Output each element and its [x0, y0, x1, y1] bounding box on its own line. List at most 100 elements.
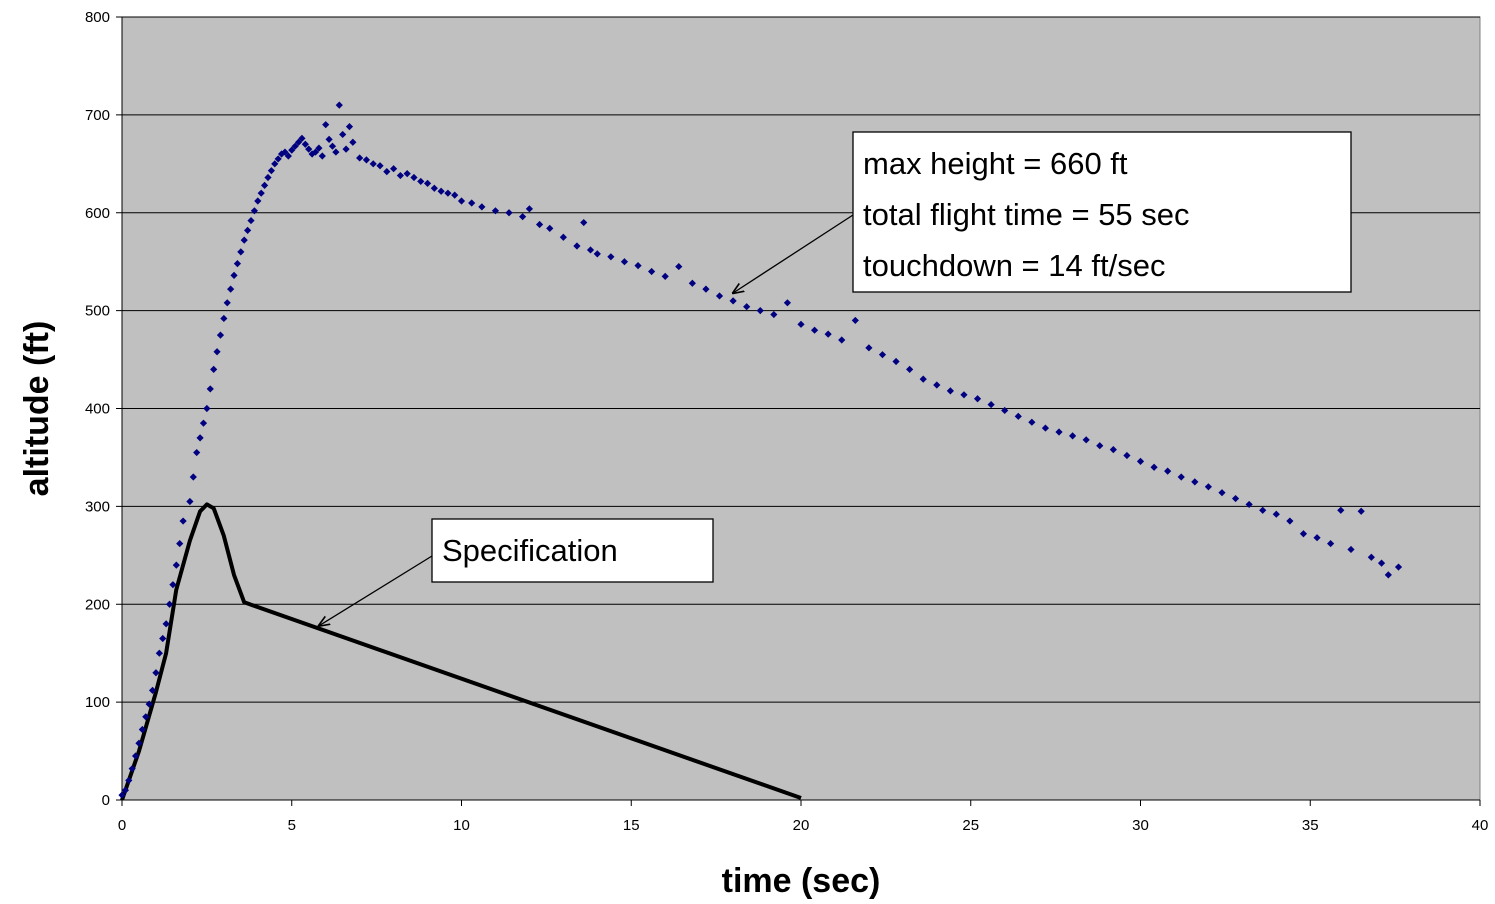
y-tick-label: 400 [85, 401, 110, 418]
data-point [729, 297, 737, 305]
data-point [162, 620, 170, 628]
data-point [284, 152, 292, 160]
data-point [1337, 506, 1345, 514]
annotation-arrow [319, 555, 433, 626]
annotation-box [852, 131, 1352, 293]
data-point [294, 138, 303, 146]
data-point [403, 170, 411, 178]
data-point [220, 314, 228, 323]
data-point [525, 205, 533, 213]
data-point [396, 171, 404, 180]
data-point [362, 156, 371, 164]
data-point [315, 144, 323, 152]
data-point [593, 250, 601, 258]
data-point [675, 262, 683, 271]
data-point [169, 581, 177, 589]
data-point [121, 786, 129, 794]
data-point [410, 173, 418, 182]
data-point [206, 385, 214, 393]
x-axis-title: time (sec) [722, 862, 881, 900]
data-point [1299, 530, 1308, 538]
data-point [906, 365, 914, 373]
data-point [851, 316, 859, 325]
data-point [1055, 428, 1063, 436]
data-point [810, 326, 819, 334]
data-point [176, 539, 184, 548]
data-point [457, 197, 466, 205]
data-point [318, 152, 326, 160]
data-point [230, 271, 238, 279]
data-point [1367, 553, 1375, 561]
data-point [247, 216, 255, 225]
specification-line-series [120, 502, 802, 801]
data-point [770, 310, 778, 319]
data-point [1150, 463, 1158, 471]
data-point [125, 776, 133, 785]
data-point [223, 299, 231, 307]
data-point [865, 344, 873, 352]
data-point [328, 142, 337, 150]
y-tick-label: 300 [85, 498, 110, 515]
data-point [165, 600, 174, 608]
y-tick-label: 500 [85, 303, 110, 320]
data-point [210, 365, 218, 373]
data-point [216, 331, 225, 339]
x-tick-labels: 0 5 10 15 20 25 30 35 40 [118, 817, 1489, 834]
data-point [878, 351, 887, 359]
data-point [159, 634, 167, 643]
axes [116, 16, 1481, 806]
data-point [933, 381, 941, 389]
data-point [573, 242, 581, 250]
data-point [345, 123, 354, 131]
data-point [838, 336, 846, 344]
data-point [135, 739, 143, 747]
data-point [783, 299, 792, 307]
data-point [451, 191, 459, 199]
data-point [1001, 406, 1009, 415]
data-point [648, 267, 656, 276]
data-point [281, 148, 289, 156]
data-point [491, 207, 500, 215]
y-tick-label: 700 [85, 107, 110, 124]
data-point [172, 561, 180, 569]
data-point [179, 517, 187, 525]
data-point [946, 387, 954, 395]
data-point [227, 285, 235, 293]
measured-altitude-series [118, 101, 1403, 799]
data-point [1164, 467, 1172, 475]
annotation-arrow [733, 214, 854, 293]
data-point [1082, 436, 1090, 444]
annotation-text: Specification [442, 533, 618, 568]
x-tick-label: 40 [1472, 817, 1489, 834]
data-point [586, 246, 595, 254]
data-point [383, 168, 391, 176]
data-point [288, 146, 296, 154]
data-point [260, 181, 269, 189]
data-point [1028, 418, 1036, 426]
x-tick-label: 0 [118, 817, 126, 834]
data-point [960, 391, 968, 399]
data-point [1313, 534, 1321, 542]
data-point [342, 145, 350, 153]
x-tick-label: 5 [288, 817, 296, 834]
data-point [478, 203, 486, 211]
x-tick-label: 30 [1132, 817, 1149, 834]
data-point [607, 253, 615, 261]
annotation-text: touchdown = 14 ft/sec [863, 248, 1165, 283]
data-point [620, 258, 629, 266]
data-point [291, 142, 299, 150]
data-point [138, 725, 146, 734]
data-point [376, 162, 384, 170]
data-point [390, 165, 398, 173]
data-point [430, 184, 438, 192]
data-point [199, 419, 208, 427]
data-point [1377, 559, 1386, 567]
y-tick-label: 800 [85, 9, 110, 26]
data-point [824, 330, 832, 338]
data-point [237, 248, 245, 256]
data-point [155, 649, 163, 657]
data-point [213, 348, 221, 356]
annotation-text: max height = 660 ft [863, 146, 1128, 181]
data-point [152, 669, 160, 677]
y-tick-labels: 0 100 200 300 400 500 600 700 800 [85, 9, 110, 809]
